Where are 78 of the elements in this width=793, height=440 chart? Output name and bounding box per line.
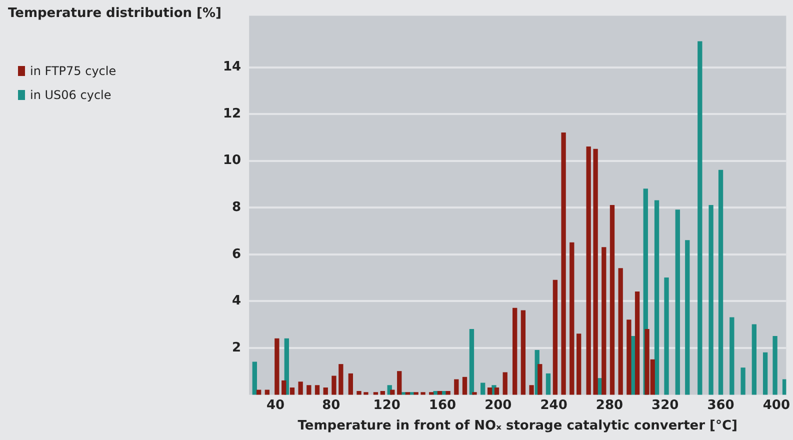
y-tick-label: 6: [232, 246, 242, 262]
y-tick-label: 8: [232, 200, 242, 216]
bar: [480, 382, 486, 395]
bar: [685, 240, 690, 395]
bar: [420, 392, 426, 395]
x-tick-label: 80: [322, 398, 340, 413]
bar: [529, 385, 534, 395]
x-tick-label: 120: [373, 398, 400, 413]
y-tick-label: 2: [232, 340, 242, 356]
bar: [561, 132, 566, 395]
bar: [397, 371, 402, 395]
bar: [698, 41, 702, 395]
bar: [730, 317, 734, 395]
bar: [306, 385, 312, 395]
y-tick-label: 10: [222, 153, 242, 168]
bar: [494, 387, 500, 395]
bar: [626, 320, 632, 395]
x-tick-label: 360: [707, 398, 734, 413]
bar: [782, 379, 786, 395]
bar: [323, 387, 328, 395]
bar: [472, 392, 477, 395]
bar: [282, 380, 286, 395]
bar: [618, 268, 623, 395]
bar: [708, 204, 714, 395]
bar: [602, 247, 606, 395]
bar: [414, 392, 418, 395]
bar: [252, 362, 257, 395]
y-tick-label: 14: [222, 60, 242, 75]
legend-label: in FTP75 cycle: [30, 64, 116, 78]
bar: [520, 310, 526, 395]
bar: [364, 392, 368, 395]
bar: [290, 387, 295, 395]
bar: [356, 390, 362, 395]
bar: [332, 376, 336, 395]
bar: [576, 334, 582, 395]
bar: [348, 373, 353, 395]
bar: [405, 392, 410, 395]
bar: [570, 242, 574, 395]
bar: [752, 324, 756, 395]
bar: [634, 292, 640, 395]
x-tick-label: 400: [762, 398, 790, 413]
bar: [552, 280, 558, 395]
x-tick-label: 320: [652, 398, 679, 413]
bar: [740, 368, 746, 395]
bar: [446, 390, 450, 395]
bar: [586, 146, 591, 395]
bar: [274, 338, 280, 395]
bar: [429, 392, 434, 395]
legend-label: in US06 cycle: [30, 88, 112, 102]
bar: [373, 392, 378, 395]
bar: [762, 352, 768, 395]
bar: [610, 204, 615, 395]
bar: [546, 373, 551, 395]
x-axis-title: Temperature in front of NOₓ storage catalytic converter [°C]: [298, 418, 738, 434]
bar: [772, 336, 778, 395]
bar: [512, 308, 518, 395]
bar: [664, 277, 669, 395]
bar: [454, 379, 459, 395]
x-tick-label: 200: [484, 398, 512, 413]
bar: [314, 385, 320, 395]
y-tick-label: 12: [222, 106, 242, 122]
bar: [298, 382, 303, 395]
bar: [338, 364, 344, 395]
bar: [654, 200, 660, 395]
bar: [675, 210, 680, 395]
bar: [718, 170, 724, 395]
x-tick-label: 280: [596, 398, 624, 413]
bar: [538, 364, 542, 395]
bar: [487, 387, 492, 395]
bar: [502, 372, 508, 395]
bar: [469, 328, 474, 395]
bar: [462, 376, 468, 395]
y-axis-title: Temperature distribution [%]: [8, 6, 222, 21]
bar: [593, 148, 598, 395]
x-tick-label: 240: [540, 398, 568, 413]
y-tick-label: 4: [232, 294, 242, 309]
x-tick-label: 40: [266, 398, 285, 413]
x-tick-label: 160: [428, 398, 456, 413]
